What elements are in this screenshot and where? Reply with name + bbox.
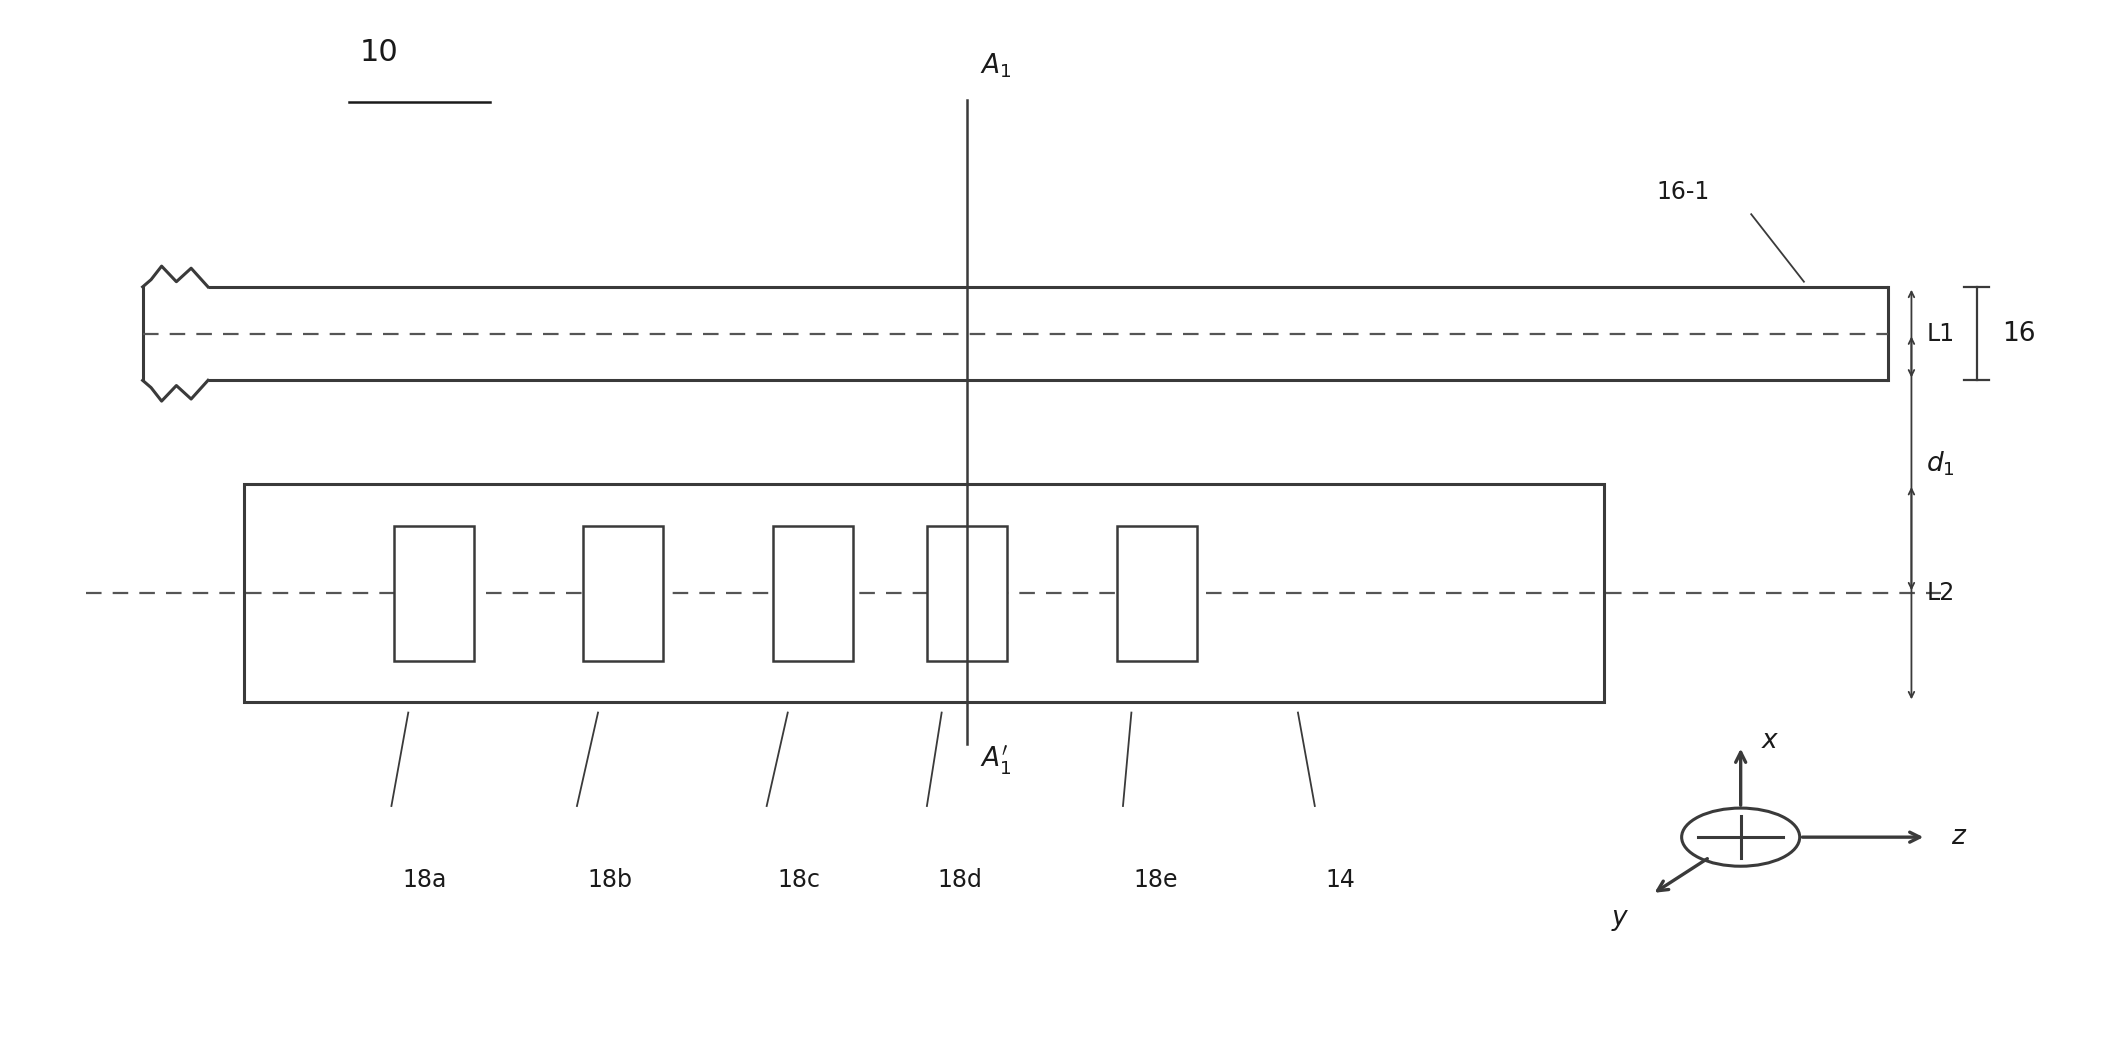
Text: $A_1$: $A_1$ <box>980 51 1011 80</box>
Bar <box>773 526 853 661</box>
Text: 18e: 18e <box>1134 868 1178 892</box>
Text: 18b: 18b <box>587 868 633 892</box>
Text: y: y <box>1611 905 1628 931</box>
Bar <box>1117 526 1197 661</box>
Bar <box>583 526 663 661</box>
Text: z: z <box>1951 824 1965 850</box>
Text: 18d: 18d <box>937 868 982 892</box>
Bar <box>927 526 1007 661</box>
Text: $A_1'$: $A_1'$ <box>980 743 1011 778</box>
Text: x: x <box>1763 728 1777 754</box>
Text: 14: 14 <box>1326 868 1355 892</box>
Text: $d_1$: $d_1$ <box>1925 449 1955 478</box>
Text: 10: 10 <box>359 37 399 67</box>
Text: 16: 16 <box>2001 321 2035 347</box>
Text: 16-1: 16-1 <box>1657 180 1710 204</box>
Text: L1: L1 <box>1925 322 1955 346</box>
Bar <box>393 526 473 661</box>
Text: 18a: 18a <box>401 868 445 892</box>
Text: L2: L2 <box>1925 581 1955 605</box>
Bar <box>245 484 1604 703</box>
Text: 18c: 18c <box>777 868 821 892</box>
